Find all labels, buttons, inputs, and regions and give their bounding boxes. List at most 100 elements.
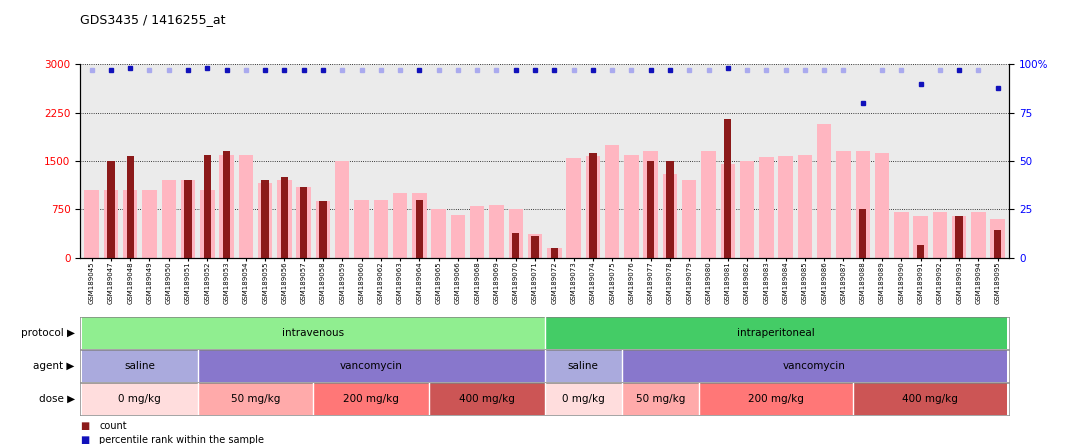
Bar [431, 209, 445, 258]
Bar [952, 216, 967, 258]
Bar [698, 383, 853, 415]
Bar [142, 190, 157, 258]
Bar [647, 161, 655, 258]
Bar [994, 230, 1002, 258]
Bar [355, 200, 368, 258]
Text: intraperitoneal: intraperitoneal [737, 329, 815, 338]
Bar [798, 155, 812, 258]
Bar [853, 383, 1007, 415]
Bar [316, 201, 330, 258]
Bar [532, 236, 538, 258]
Text: 0 mg/kg: 0 mg/kg [119, 394, 161, 404]
Text: 50 mg/kg: 50 mg/kg [635, 394, 685, 404]
Bar [528, 234, 543, 258]
Bar [836, 151, 851, 258]
Text: GDS3435 / 1416255_at: GDS3435 / 1416255_at [80, 13, 225, 26]
Bar [84, 190, 99, 258]
Bar [622, 350, 1007, 382]
Bar [180, 180, 195, 258]
Bar [123, 190, 138, 258]
Bar [724, 119, 732, 258]
Bar [297, 187, 311, 258]
Text: 400 mg/kg: 400 mg/kg [902, 394, 958, 404]
Bar [508, 209, 523, 258]
Text: 400 mg/kg: 400 mg/kg [459, 394, 515, 404]
Bar [219, 155, 234, 258]
Bar [198, 350, 545, 382]
Text: agent ▶: agent ▶ [33, 361, 75, 371]
Bar [126, 156, 134, 258]
Text: 0 mg/kg: 0 mg/kg [562, 394, 604, 404]
Bar [932, 213, 947, 258]
Bar [335, 161, 349, 258]
Text: ■: ■ [80, 421, 90, 431]
Bar [238, 155, 253, 258]
Bar [855, 151, 870, 258]
Bar [319, 201, 327, 258]
Text: percentile rank within the sample: percentile rank within the sample [99, 436, 264, 444]
Text: ■: ■ [80, 436, 90, 444]
Bar [185, 180, 192, 258]
Bar [82, 350, 198, 382]
Bar [545, 350, 622, 382]
Bar [281, 177, 288, 258]
Text: count: count [99, 421, 127, 431]
Text: protocol ▶: protocol ▶ [20, 329, 75, 338]
Text: saline: saline [568, 361, 599, 371]
Bar [374, 200, 388, 258]
Bar [604, 145, 619, 258]
Bar [666, 161, 674, 258]
Bar [624, 155, 639, 258]
Bar [913, 216, 928, 258]
Bar [859, 209, 866, 258]
Bar [393, 193, 407, 258]
Text: vancomycin: vancomycin [340, 361, 403, 371]
Bar [198, 383, 313, 415]
Text: 50 mg/kg: 50 mg/kg [231, 394, 280, 404]
Bar [566, 158, 581, 258]
Bar [489, 206, 504, 258]
Bar [622, 383, 698, 415]
Bar [740, 161, 754, 258]
Bar [545, 317, 1007, 349]
Bar [161, 180, 176, 258]
Bar [590, 153, 597, 258]
Bar [262, 180, 269, 258]
Bar [82, 383, 198, 415]
Bar [956, 216, 963, 258]
Bar [663, 174, 677, 258]
Bar [875, 153, 890, 258]
Text: 200 mg/kg: 200 mg/kg [748, 394, 804, 404]
Text: intravenous: intravenous [282, 329, 344, 338]
Bar [817, 124, 831, 258]
Bar [429, 383, 545, 415]
Bar [300, 187, 308, 258]
Bar [721, 164, 735, 258]
Bar [971, 213, 986, 258]
Bar [551, 248, 557, 258]
Bar [415, 200, 423, 258]
Bar [412, 193, 426, 258]
Bar [585, 156, 600, 258]
Text: vancomycin: vancomycin [783, 361, 846, 371]
Text: dose ▶: dose ▶ [38, 394, 75, 404]
Bar [990, 219, 1005, 258]
Bar [313, 383, 429, 415]
Bar [200, 190, 215, 258]
Bar [917, 245, 924, 258]
Bar [258, 183, 272, 258]
Bar [451, 215, 466, 258]
Bar [470, 206, 485, 258]
Text: saline: saline [124, 361, 155, 371]
Bar [894, 213, 909, 258]
Bar [82, 317, 545, 349]
Text: 200 mg/kg: 200 mg/kg [343, 394, 399, 404]
Bar [278, 180, 292, 258]
Bar [779, 156, 792, 258]
Bar [107, 161, 114, 258]
Bar [204, 155, 211, 258]
Bar [547, 248, 562, 258]
Bar [104, 190, 119, 258]
Bar [702, 151, 716, 258]
Bar [512, 233, 519, 258]
